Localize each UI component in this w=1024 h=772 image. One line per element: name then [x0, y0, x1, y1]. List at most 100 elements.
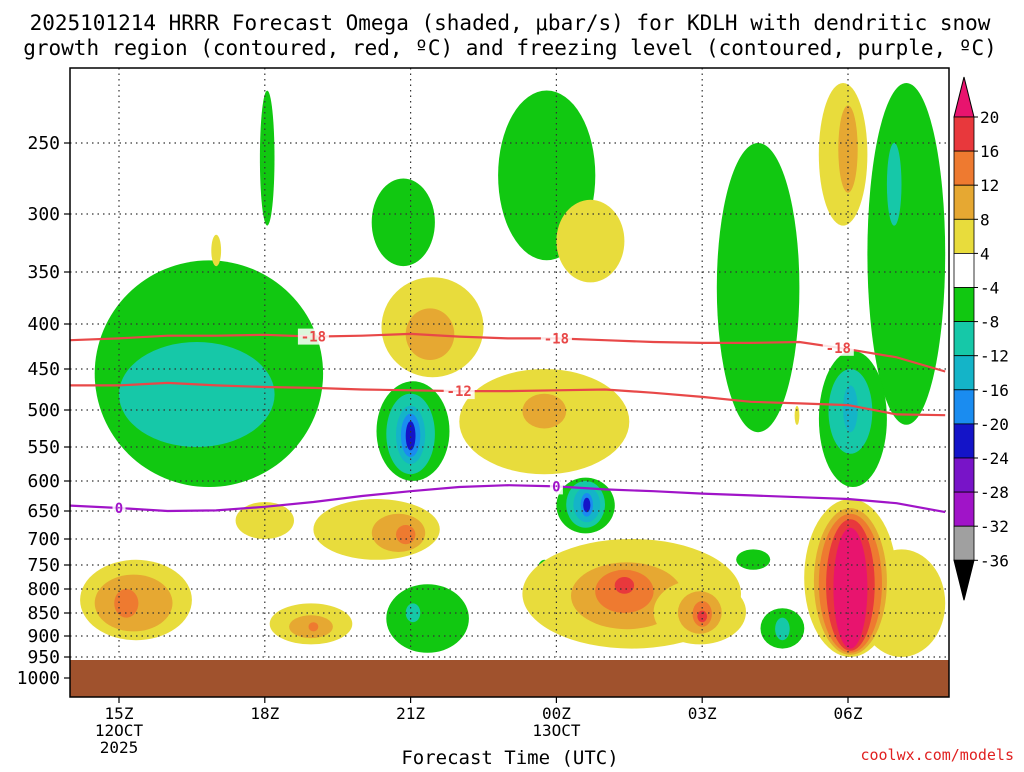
omega-band [405, 603, 421, 623]
omega-cell-yellow-east-top [818, 83, 868, 226]
contour-label-bg [443, 383, 475, 400]
omega-cell-core-06z [804, 499, 897, 657]
omega-band [308, 622, 319, 632]
colorbar-label: 20 [980, 108, 999, 127]
below-ground [70, 660, 949, 697]
omega-cell-green-west [94, 260, 324, 488]
colorbar-label: -8 [980, 313, 999, 332]
contour-line [70, 484, 946, 514]
contour-label-bg [822, 339, 854, 356]
omega-cell-yellow-1630 [211, 234, 800, 425]
colorbar-min-arrow [953, 559, 975, 601]
omega-band [522, 393, 567, 429]
omega-cell-yellow-15z [80, 559, 192, 641]
colorbar-label: 8 [980, 210, 990, 229]
ground-fill [70, 660, 949, 697]
omega-band [405, 421, 416, 451]
omega-band [838, 105, 858, 193]
contour-line [70, 381, 946, 417]
y-tick-label: 900 [27, 626, 60, 647]
colorbar-label: -28 [980, 483, 1009, 502]
y-tick-label: 350 [27, 262, 60, 283]
chart-title-line1: 2025101214 HRRR Forecast Omega (shaded, … [30, 11, 991, 35]
omega-cell-green-upper-1930 [371, 178, 435, 267]
contour-label: -18 [301, 330, 326, 346]
y-tick-label: 250 [27, 133, 60, 154]
colorbar-band [953, 252, 975, 288]
omega-cell-green-far-east [867, 83, 946, 425]
omega-shading [80, 83, 946, 657]
colorbar-band [953, 525, 975, 561]
omega-cell-yellow-mid-00z [459, 369, 630, 475]
omega-cell-green-top-2040 [259, 90, 275, 226]
y-tick-label: 450 [27, 359, 60, 380]
x-tick-label: 15Z [105, 704, 134, 723]
x-tick-date: 12OCT [95, 721, 144, 740]
colorbar-band [953, 287, 975, 322]
omega-band [697, 610, 708, 623]
omega-band [583, 497, 591, 513]
omega-band [371, 178, 435, 267]
omega-band [259, 90, 275, 226]
y-tick-label: 400 [27, 314, 60, 335]
omega-cell-yellow-03z [653, 579, 746, 645]
y-tick-label: 950 [27, 647, 60, 668]
omega-cell-green-low-0430 [736, 549, 771, 570]
omega-band [119, 342, 275, 447]
omega-cell-yellow-2130 [381, 277, 484, 378]
contour-label-bg [297, 328, 329, 345]
contour-label: -18 [544, 331, 569, 347]
colorbar-band [953, 321, 975, 357]
omega-cell-core-0100z [556, 477, 615, 534]
colorbar: 20 16 12 8 4 -4 -8 -12 -16 -20 -24 -28 -32 -36 [953, 76, 1009, 601]
x-tick-label: 06Z [834, 704, 863, 723]
y-tick-label: 800 [27, 579, 60, 600]
contour-label: -18 [826, 341, 851, 357]
contour-label: 0 [115, 501, 123, 517]
y-tick-label: 500 [27, 400, 60, 421]
y-tick-label: 700 [27, 529, 60, 550]
omega-band [867, 83, 946, 425]
plot-frame [69, 67, 950, 698]
colorbar-band [953, 389, 975, 425]
omega-cell-green-low-21z [386, 584, 469, 653]
omega-band [716, 143, 800, 433]
omega-cell-green-east-0345 [716, 143, 800, 433]
colorbar-label: -12 [980, 347, 1009, 366]
y-tick-label: 600 [27, 471, 60, 492]
x-tick-label: 21Z [396, 704, 425, 723]
omega-band [736, 549, 771, 570]
contour-label-bg [540, 330, 572, 347]
contour-label: 0 [552, 479, 560, 495]
contour-freezing-level: 00 [70, 478, 946, 517]
contour-line [70, 332, 946, 373]
y-axis: 2503003504004505005506006507007508008509… [17, 133, 70, 689]
colorbar-band [953, 150, 975, 186]
contour-dgz-bottom: -12 [70, 381, 946, 417]
colorbar-band [953, 218, 975, 254]
omega-cell-yellow-upper-0030 [556, 199, 625, 283]
omega-cell-core-21z [376, 381, 450, 481]
colorbar-band [953, 116, 975, 152]
x-axis-title: Forecast Time (UTC) [401, 747, 618, 768]
colorbar-label: 4 [980, 244, 990, 263]
x-tick-label: 00Z [542, 704, 571, 723]
gridlines [70, 68, 949, 658]
omega-band [211, 234, 222, 267]
colorbar-band [953, 457, 975, 493]
contour-label-bg [549, 478, 563, 495]
x-tick-label: 03Z [688, 704, 717, 723]
y-tick-label: 300 [27, 204, 60, 225]
y-tick-label: 550 [27, 437, 60, 458]
omega-band [386, 584, 469, 653]
contour-dgz-top: -18 -18 -18 [70, 328, 946, 373]
colorbar-label: -32 [980, 517, 1009, 536]
omega-cell-green-east-0630 [818, 351, 887, 487]
x-tick-label: 18Z [250, 704, 279, 723]
chart-title-line2: growth region (contoured, red, ºC) and f… [23, 36, 997, 60]
omega-band [843, 385, 858, 433]
colorbar-band [953, 423, 975, 459]
